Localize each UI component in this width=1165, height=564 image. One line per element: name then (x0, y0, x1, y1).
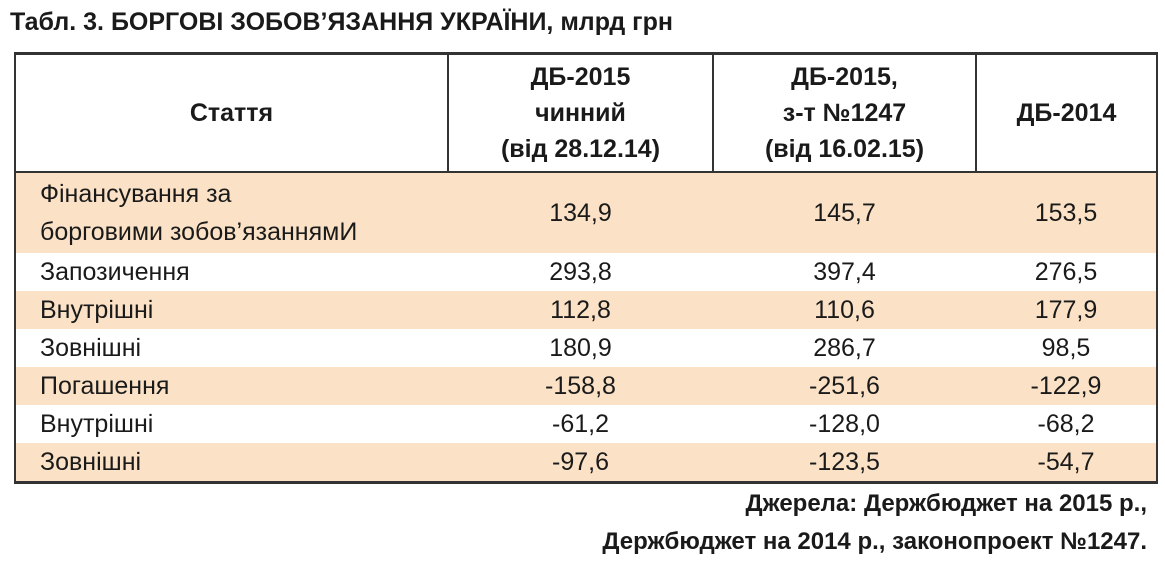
value-cell: 145,7 (713, 172, 976, 253)
value-cell: -158,8 (448, 367, 713, 405)
header-line: ДБ-2015 (530, 63, 631, 91)
table-row: Погашення -158,8 -251,6 -122,9 (15, 367, 1157, 405)
value-cell: -122,9 (976, 367, 1157, 405)
value-cell: 180,9 (549, 334, 612, 362)
value-cell: -61,2 (552, 410, 609, 438)
table-row: Запозичення 293,8 397,4 276,5 (15, 253, 1157, 291)
value-cell: -251,6 (713, 367, 976, 405)
row-label: Фінансування за борговими зобов’язаннямИ (15, 172, 448, 253)
value-cell: 286,7 (813, 334, 876, 362)
table-row: Зовнішні 180,9 286,7 98,5 (15, 329, 1157, 367)
label-line: Погашення (40, 372, 170, 400)
header-row: Стаття ДБ-2015 чинний (від 28.12.14) ДБ-2015… (15, 53, 1157, 173)
value-cell: -54,7 (976, 443, 1157, 483)
source-line: Держбюджет на 2014 р., законопроект №124… (602, 528, 1147, 555)
value-cell: 98,5 (1041, 334, 1091, 362)
table-row: Внутрішні -61,2 -128,0 -68,2 (15, 405, 1157, 443)
header-line: (від 28.12.14) (500, 135, 661, 163)
debt-table: Стаття ДБ-2015 чинний (від 28.12.14) ДБ-2015… (14, 52, 1158, 484)
header-cell: Стаття (15, 53, 448, 173)
label-line: Фінансування за (40, 180, 232, 208)
value-cell: -123,5 (713, 443, 976, 483)
value-cell: -97,6 (448, 443, 713, 483)
table-row: Зовнішні -97,6 -123,5 -54,7 (15, 443, 1157, 483)
table-row: Фінансування за борговими зобов’язаннямИ 1… (15, 172, 1157, 253)
header-line: ДБ-2014 (1016, 99, 1117, 127)
table-body: Фінансування за борговими зобов’язаннямИ 1… (15, 172, 1157, 483)
row-label: Зовнішні (15, 443, 448, 483)
value-cell: 397,4 (813, 258, 876, 286)
table-title: Табл. 3. БОРГОВІ ЗОБОВ’ЯЗАННЯ УКРАЇНИ, м… (10, 8, 673, 36)
label-line: Внутрішні (40, 410, 154, 438)
row-label: Запозичення (15, 253, 448, 291)
header-line: ДБ-2015, (791, 63, 898, 91)
value-cell: -68,2 (1037, 410, 1095, 438)
header-cell: ДБ-2015 чинний (від 28.12.14) (447, 53, 713, 173)
header-line: Стаття (189, 99, 274, 127)
row-label: Зовнішні (15, 329, 448, 367)
value-cell: 134,9 (448, 172, 713, 253)
value-cell: 112,8 (448, 291, 713, 329)
label-line: Запозичення (40, 258, 190, 286)
header-line: (від 16.02.15) (764, 135, 925, 163)
value-cell: 110,6 (713, 291, 976, 329)
value-cell: 177,9 (976, 291, 1157, 329)
source-line: Джерела: Держбюджет на 2015 р., (745, 490, 1147, 517)
label-line: борговими зобов’язаннямИ (40, 218, 358, 246)
row-label: Внутрішні (15, 405, 448, 443)
row-label: Внутрішні (15, 291, 448, 329)
value-cell: 153,5 (976, 172, 1157, 253)
table-row: Внутрішні 112,8 110,6 177,9 (15, 291, 1157, 329)
label-line: Зовнішні (40, 448, 142, 476)
label-line: Зовнішні (40, 334, 142, 362)
header-line: чинний (535, 99, 626, 127)
row-label: Погашення (15, 367, 448, 405)
value-cell: -128,0 (809, 410, 880, 438)
header-cell: ДБ-2014 (975, 53, 1157, 173)
header-cell: ДБ-2015, з-т №1247 (від 16.02.15) (712, 53, 976, 173)
value-cell: 293,8 (549, 258, 612, 286)
header-line: з-т №1247 (782, 99, 907, 127)
label-line: Внутрішні (40, 296, 154, 324)
value-cell: 276,5 (1034, 258, 1098, 286)
